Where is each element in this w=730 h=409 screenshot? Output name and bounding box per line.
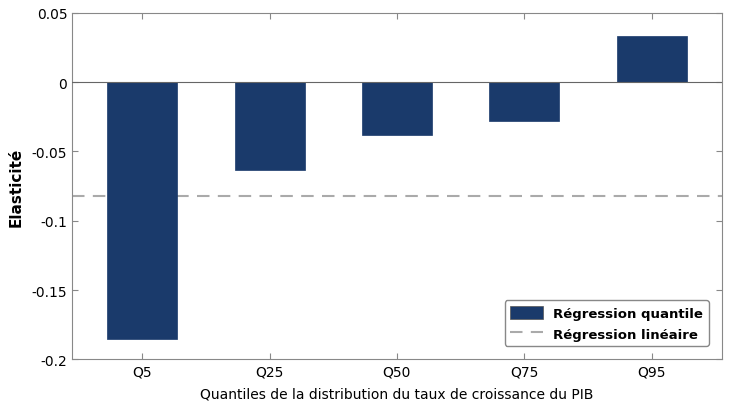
Bar	[107, 83, 177, 339]
Legend: Régression quantile, Régression linéaire: Régression quantile, Régression linéaire	[504, 301, 709, 346]
Bar	[234, 83, 304, 170]
Bar	[362, 83, 432, 135]
Bar	[489, 83, 559, 122]
Bar	[617, 37, 687, 83]
Y-axis label: Elasticité: Elasticité	[8, 147, 23, 226]
X-axis label: Quantiles de la distribution du taux de croissance du PIB: Quantiles de la distribution du taux de …	[200, 387, 593, 401]
